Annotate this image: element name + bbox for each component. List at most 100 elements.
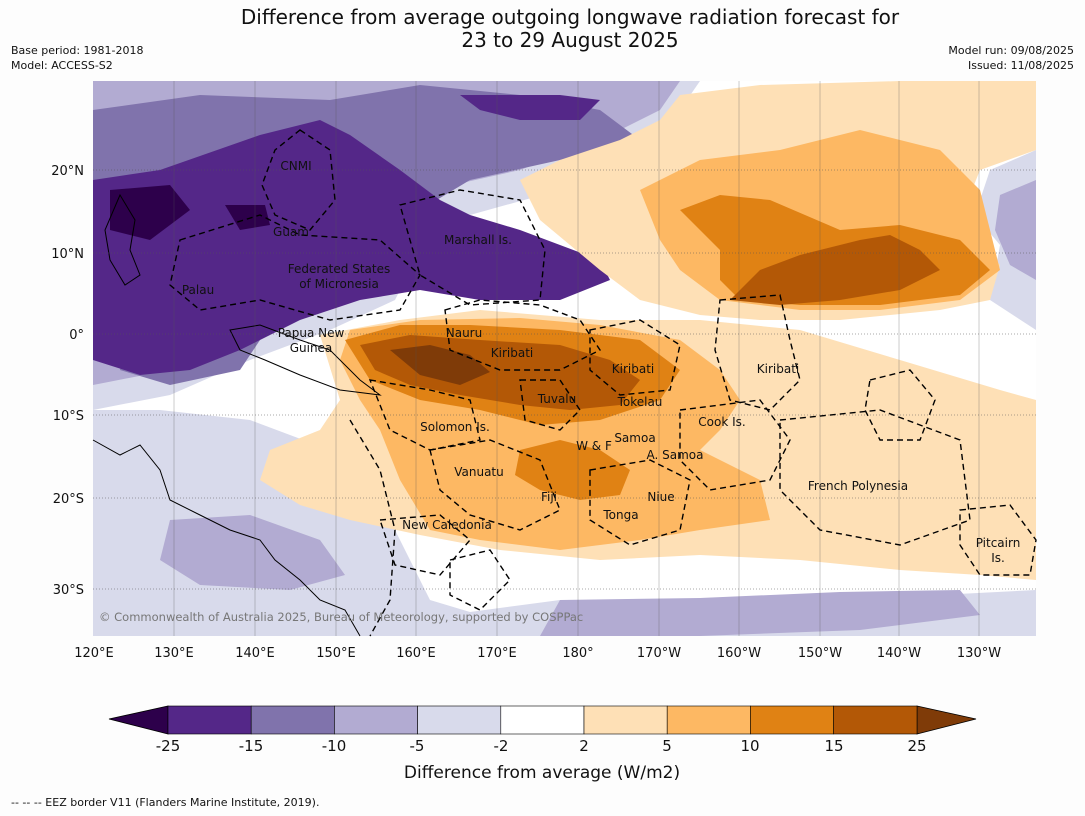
label-cook-is: Cook Is. (698, 415, 745, 429)
graticule-meridians (173, 81, 980, 636)
shade-brown-north (730, 235, 940, 305)
label-solomon-is: Solomon Is. (420, 420, 490, 434)
lon-label-170w: 170°W (637, 646, 681, 661)
png-coastline (229, 324, 382, 396)
label-kiribati-line: Kiribati (757, 362, 799, 376)
colorbar-tick: 5 (662, 737, 672, 755)
label-fsm-line2: of Micronesia (299, 277, 379, 291)
colorbar-segment (583, 705, 668, 735)
lon-label-170e: 170°E (477, 646, 517, 661)
label-fsm-line1: Federated States (288, 262, 390, 276)
lon-label-150e: 150°E (316, 646, 356, 661)
philippines-coastline (104, 193, 141, 286)
colorbar-segment (666, 705, 751, 735)
copyright-notice: © Commonwealth of Australia 2025, Bureau… (99, 610, 583, 624)
colorbar-tick: -2 (494, 737, 509, 755)
lat-label-20s: 20°S (53, 492, 84, 507)
label-tokelau: Tokelau (617, 395, 663, 409)
label-guam: Guam (273, 225, 309, 239)
colorbar-segment (833, 705, 918, 735)
eez-norfolk (449, 549, 511, 611)
eez-kiribati-line (714, 294, 801, 411)
lon-label-130w: 130°W (957, 646, 1001, 661)
colorbar-label: Difference from average (W/m2) (404, 763, 680, 783)
eez-cook (679, 399, 791, 491)
eez-footnote: -- -- -- EEZ border V11 (Flanders Marine… (11, 796, 320, 809)
label-pitcairn-line1: Pitcairn (976, 536, 1021, 550)
colorbar-tick: -15 (239, 737, 264, 755)
shade-darkest-brown (390, 345, 490, 385)
base-period: Base period: 1981-2018 (11, 44, 144, 57)
shade-deep-purple-band (93, 120, 610, 375)
eez-borders (169, 129, 1037, 637)
lat-label-10n: 10°N (51, 247, 84, 262)
label-kiribati-gilbert: Kiribati (491, 346, 533, 360)
label-palau: Palau (182, 283, 214, 297)
anomaly-field (93, 81, 1036, 636)
lon-label-150w: 150°W (798, 646, 842, 661)
label-pitcairn-line2: Is. (991, 551, 1005, 565)
label-tuvalu: Tuvalu (537, 392, 577, 406)
label-niue: Niue (647, 490, 674, 504)
eez-vanuatu-fiji (429, 439, 561, 531)
shade-deep-purple-north (460, 95, 600, 120)
colorbar-tick: 2 (579, 737, 589, 755)
colorbar-segment (750, 705, 834, 735)
shade-darkest-purple-2 (225, 205, 270, 230)
map-title: Difference from average outgoing longwav… (0, 6, 1085, 52)
colorbar-tick: 15 (824, 737, 843, 755)
lon-label-140w: 140°W (877, 646, 921, 661)
latitude-labels: 20°N 10°N 0° 10°S 20°S 30°S (51, 164, 84, 598)
title-line-2: 23 to 29 August 2025 (461, 28, 679, 52)
shade-darkest-purple-1 (110, 185, 190, 240)
lon-label-160w: 160°W (717, 646, 761, 661)
title-line-1: Difference from average outgoing longwav… (240, 5, 900, 29)
lat-label-0: 0° (69, 328, 84, 343)
eez-clipperton-region (864, 369, 936, 441)
label-new-caledonia: New Caledonia (402, 518, 492, 532)
model-name: Model: ACCESS-S2 (11, 59, 113, 72)
model-run: Model run: 09/08/2025 (948, 44, 1074, 57)
label-american-samoa: A. Samoa (647, 448, 704, 462)
label-nauru: Nauru (446, 326, 482, 340)
meta-right: Model run: 09/08/2025 Issued: 11/08/2025 (948, 43, 1074, 73)
eez-pitcairn (959, 504, 1037, 576)
colorbar-segment (500, 705, 585, 735)
eez-tuvalu (519, 379, 581, 431)
eez-nauru-kiribati (444, 299, 602, 371)
longitude-labels: 120°E 130°E 140°E 150°E 160°E 170°E 180°… (74, 646, 1001, 661)
colorbar-arrow-high (916, 705, 977, 735)
eez-french-polynesia (779, 409, 971, 546)
colorbar: -25 -15 -10 -5 -2 2 5 10 15 25 Differenc… (108, 705, 977, 783)
label-marshall-is: Marshall Is. (444, 233, 512, 247)
eez-tonga-niue (589, 459, 691, 546)
shade-light-purple-southeast (540, 590, 980, 636)
colorbar-tick: -25 (156, 737, 181, 755)
eez-solomon (368, 379, 481, 451)
label-wallis-futuna: W & F (576, 439, 612, 453)
label-vanuatu: Vanuatu (454, 465, 504, 479)
colorbar-tick: 25 (907, 737, 926, 755)
place-labels: CNMI Guam Marshall Is. Federated States … (182, 159, 1020, 565)
lat-label-30s: 30°S (53, 583, 84, 598)
shade-dark-orange-fiji (515, 440, 630, 500)
colorbar-segment (417, 705, 502, 735)
label-kiribati-phoenix: Kiribati (612, 362, 654, 376)
eez-cnmi (261, 129, 336, 231)
meta-left: Base period: 1981-2018 Model: ACCESS-S2 (11, 43, 143, 73)
shade-light-purple-south (160, 515, 345, 590)
eez-fsm (169, 214, 421, 321)
lon-label-130e: 130°E (154, 646, 194, 661)
colorbar-tick: -10 (322, 737, 347, 755)
lon-label-160e: 160°E (396, 646, 436, 661)
lat-label-20n: 20°N (51, 164, 84, 179)
lon-label-140e: 140°E (235, 646, 275, 661)
issued-date: Issued: 11/08/2025 (967, 59, 1074, 72)
colorbar-segment (334, 705, 418, 735)
eez-marshall (399, 189, 546, 306)
australia-coastline (92, 439, 361, 637)
lat-label-10s: 10°S (53, 409, 84, 424)
colorbar-tick: -5 (410, 737, 425, 755)
label-samoa: Samoa (614, 431, 655, 445)
